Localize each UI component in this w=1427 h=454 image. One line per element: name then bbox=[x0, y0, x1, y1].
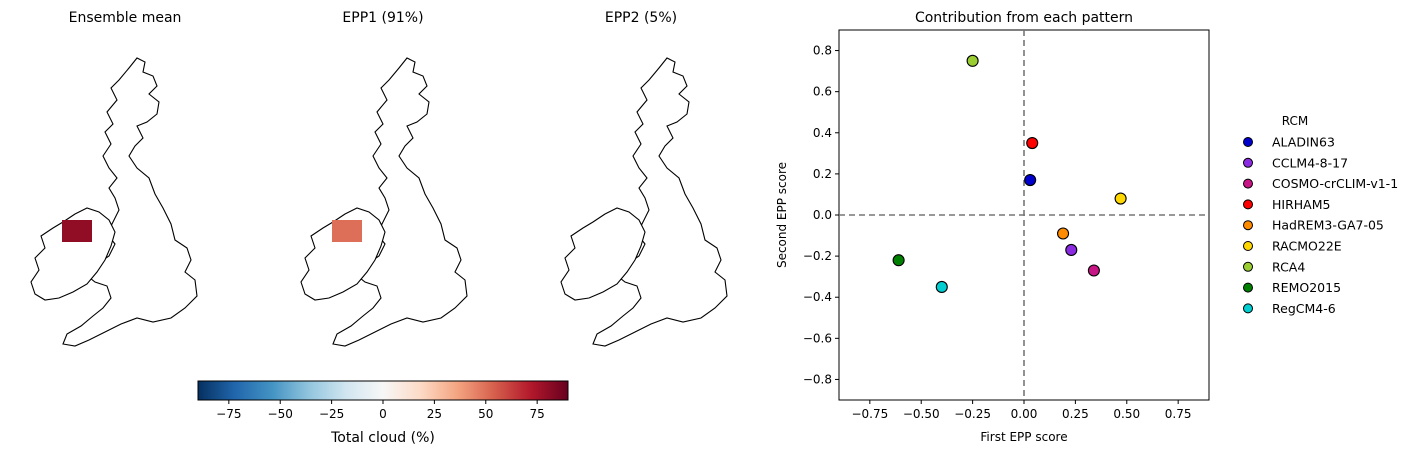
data-points bbox=[892, 54, 1127, 293]
x-tick-label: −0.50 bbox=[903, 407, 940, 421]
colorbar-tick-label: 50 bbox=[478, 407, 493, 421]
colorbar-label: Total cloud (%) bbox=[330, 430, 435, 446]
point-cclm4-8-17 bbox=[1065, 243, 1078, 256]
legend-marker bbox=[1243, 178, 1253, 189]
maps-layer: Ensemble mean EPP1 (91%) EPP2 (5%) bbox=[30, 10, 728, 347]
x-tick-label: 0.00 bbox=[1011, 407, 1038, 421]
legend-marker bbox=[1243, 261, 1253, 272]
x-tick-label: 0.75 bbox=[1165, 407, 1192, 421]
axis-ticks: −0.75 −0.50 −0.25 0.00 0.25 0.50 0.75 −0.8 −0.6 −… bbox=[803, 44, 1192, 421]
map-title: EPP2 (5%) bbox=[605, 10, 677, 26]
point-racmo22e bbox=[1114, 192, 1127, 205]
coastline-gb bbox=[62, 57, 198, 347]
point-rca4 bbox=[966, 54, 979, 67]
legend-label: RCA4 bbox=[1272, 259, 1305, 274]
y-tick-label: −0.8 bbox=[803, 372, 832, 386]
point-hadrem3-ga7-05 bbox=[1057, 227, 1070, 240]
legend-label: HadREM3-GA7-05 bbox=[1272, 218, 1384, 233]
point-cosmo-crclim-v1-1 bbox=[1087, 264, 1100, 277]
legend-marker bbox=[1243, 137, 1253, 147]
colorbar: −75 −50 −25 0 25 50 75 Total cloud (%) bbox=[197, 380, 569, 446]
scatter-title: Contribution from each pattern bbox=[915, 10, 1133, 26]
reference-lines bbox=[839, 30, 1209, 400]
colorbar-tick-label: −75 bbox=[216, 407, 241, 421]
map-field bbox=[333, 58, 467, 346]
coastline-gb bbox=[592, 57, 728, 347]
y-tick-label: 0.6 bbox=[813, 85, 832, 99]
point-hirham5 bbox=[1026, 137, 1039, 150]
coastline-gb bbox=[332, 57, 468, 347]
map-title: Ensemble mean bbox=[69, 10, 182, 26]
legend-label: RegCM4-6 bbox=[1272, 301, 1336, 316]
legend: RCM ALADIN63 CCLM4-8-17 COSMO-crCLIM-v1-1 H… bbox=[1243, 114, 1398, 316]
y-tick-label: −0.6 bbox=[803, 331, 832, 345]
x-tick-label: −0.25 bbox=[954, 407, 991, 421]
y-tick-label: 0.0 bbox=[813, 208, 832, 222]
coastline-ireland bbox=[560, 207, 646, 301]
point-remo2015 bbox=[892, 254, 905, 267]
x-tick-label: 0.25 bbox=[1062, 407, 1089, 421]
legend-label: RACMO22E bbox=[1272, 239, 1342, 254]
map-title: EPP1 (91%) bbox=[342, 10, 423, 26]
y-tick-label: 0.2 bbox=[813, 167, 832, 181]
legend-label: REMO2015 bbox=[1272, 280, 1341, 295]
colorbar-tick-label: 75 bbox=[530, 407, 545, 421]
legend-marker bbox=[1243, 157, 1253, 168]
scatter-plot: Contribution from each pattern −0.75 −0.5… bbox=[775, 10, 1210, 444]
legend-marker bbox=[1243, 241, 1253, 251]
legend-label: CCLM4-8-17 bbox=[1272, 155, 1348, 170]
x-tick-label: −0.75 bbox=[851, 407, 888, 421]
point-regcm4-6 bbox=[935, 280, 948, 293]
legend-items: ALADIN63 CCLM4-8-17 COSMO-crCLIM-v1-1 HIRHA… bbox=[1243, 135, 1398, 316]
legend-marker bbox=[1243, 282, 1253, 293]
northern-ireland-field bbox=[332, 220, 362, 242]
northern-ireland-field bbox=[62, 220, 92, 242]
colorbar-tick-label: −50 bbox=[268, 407, 293, 421]
legend-marker bbox=[1243, 199, 1253, 210]
map-field bbox=[63, 58, 197, 346]
colorbar-ticks: −75 −50 −25 0 25 50 75 bbox=[216, 400, 545, 421]
legend-title: RCM bbox=[1282, 114, 1308, 128]
map-panel-1: Ensemble mean bbox=[30, 10, 198, 347]
y-tick-label: −0.2 bbox=[803, 249, 832, 263]
legend-label: COSMO-crCLIM-v1-1 bbox=[1272, 176, 1398, 191]
point-aladin63 bbox=[1024, 174, 1037, 187]
y-tick-label: 0.4 bbox=[813, 126, 832, 140]
colorbar-tick-label: 25 bbox=[427, 407, 442, 421]
x-tick-label: 0.50 bbox=[1113, 407, 1140, 421]
legend-label: HIRHAM5 bbox=[1272, 197, 1330, 212]
y-axis-label: Second EPP score bbox=[775, 162, 789, 268]
y-tick-label: −0.4 bbox=[803, 290, 832, 304]
legend-label: ALADIN63 bbox=[1272, 135, 1335, 150]
legend-marker bbox=[1243, 303, 1253, 314]
colorbar-gradient bbox=[197, 380, 569, 401]
map-panel-3: EPP2 (5%) bbox=[560, 10, 728, 347]
legend-marker bbox=[1243, 220, 1253, 231]
x-axis-label: First EPP score bbox=[980, 430, 1067, 444]
colorbar-tick-label: −25 bbox=[319, 407, 344, 421]
map-field bbox=[593, 58, 727, 346]
colorbar-tick-label: 0 bbox=[379, 407, 387, 421]
map-panel-2: EPP1 (91%) bbox=[300, 10, 468, 347]
y-tick-label: 0.8 bbox=[813, 44, 832, 58]
